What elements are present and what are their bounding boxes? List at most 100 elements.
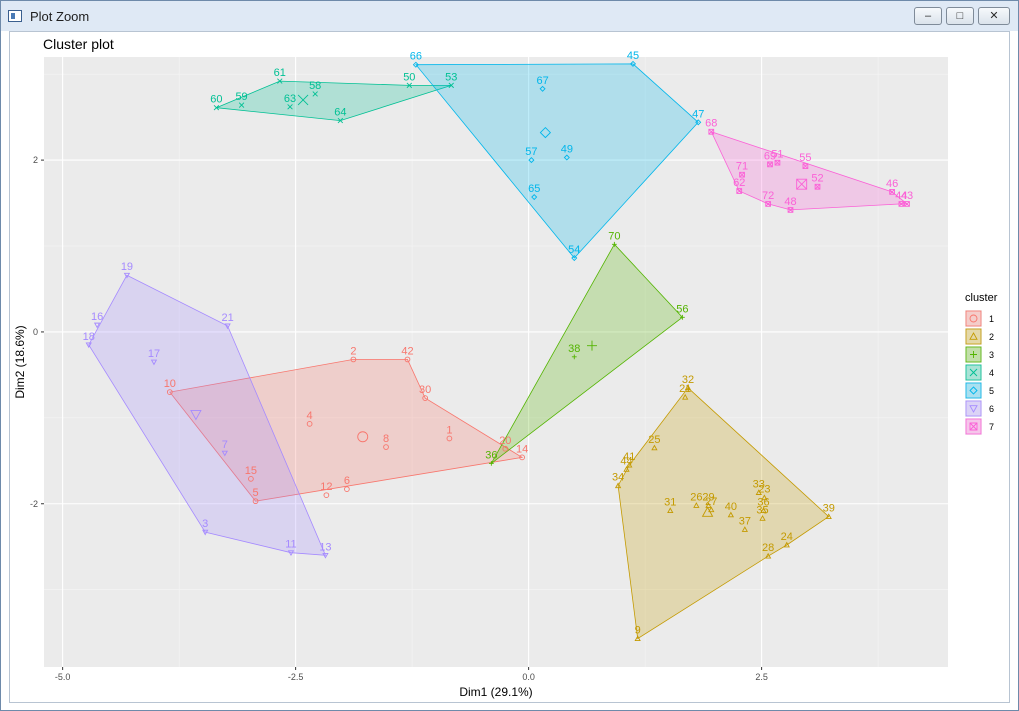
point-marker	[759, 515, 766, 521]
point-label: 61	[274, 67, 286, 79]
point-marker	[898, 201, 905, 207]
point-marker	[221, 450, 228, 457]
point-label: 37	[739, 516, 751, 528]
point-label: 45	[627, 50, 639, 62]
cluster-hull-6	[88, 274, 327, 556]
point-label: 65	[528, 183, 540, 195]
minimize-button[interactable]: –	[914, 7, 942, 25]
point-marker	[571, 255, 578, 262]
point-marker	[406, 82, 413, 89]
point-marker	[93, 322, 101, 329]
point-marker	[904, 201, 910, 207]
point-label: 32	[682, 374, 694, 386]
point-marker	[277, 78, 283, 84]
close-button[interactable]: ✕	[978, 7, 1010, 25]
legend-symbol	[969, 405, 978, 413]
legend-label: 1	[989, 314, 994, 324]
point-marker	[787, 207, 794, 213]
point-label: 72	[762, 190, 774, 202]
point-marker	[684, 384, 692, 391]
point-marker	[306, 421, 313, 427]
cluster-plot: Cluster plot 124568101214152030429212324…	[13, 36, 998, 699]
legend-item-6: 6	[965, 400, 994, 417]
legend-title: cluster	[965, 292, 998, 304]
point-label: 3	[202, 518, 208, 530]
legend-symbol	[969, 332, 978, 340]
point-marker	[528, 157, 535, 164]
title-bar[interactable]: Plot Zoom – □ ✕	[1, 1, 1018, 31]
point-marker	[739, 171, 745, 178]
legend-symbol	[969, 314, 978, 323]
point-label: 20	[499, 435, 511, 447]
legend-item-7: 7	[965, 418, 994, 435]
y-tick-label: -2	[30, 499, 38, 509]
point-label: 21	[221, 312, 233, 324]
point-marker	[404, 356, 411, 363]
x-axis-label: Dim1 (29.1%)	[459, 685, 532, 699]
point-marker	[761, 494, 768, 501]
point-marker	[539, 85, 546, 92]
legend-item-5: 5	[965, 382, 994, 399]
legend-symbol	[970, 351, 977, 358]
point-label: 58	[309, 80, 321, 92]
plot-panel	[44, 57, 948, 667]
point-label: 52	[811, 173, 823, 185]
point-marker	[614, 482, 622, 489]
point-marker	[202, 529, 209, 536]
x-tick-label: -5.0	[55, 672, 71, 682]
legend-key	[965, 310, 982, 327]
legend-label: 6	[989, 404, 994, 414]
point-label: 15	[245, 465, 257, 477]
point-marker	[667, 507, 674, 514]
cluster-hull-1	[169, 358, 524, 502]
maximize-button[interactable]: □	[946, 7, 974, 25]
point-marker	[238, 102, 245, 108]
legend-key	[965, 328, 982, 345]
point-marker	[563, 154, 570, 161]
legend-swatch	[965, 310, 982, 327]
cluster-group-3: 36 38 56 70	[485, 230, 689, 466]
cluster-group-6: 3 7 11 13 16 17 18 19 21	[83, 261, 332, 559]
point-label: 7	[222, 439, 228, 451]
point-label: 8	[383, 433, 389, 445]
point-label: 36	[485, 449, 497, 461]
point-marker	[825, 513, 832, 520]
chart-title: Cluster plot	[43, 36, 114, 52]
cluster-center-marker	[586, 340, 597, 351]
point-marker	[287, 550, 295, 557]
point-marker	[765, 201, 771, 207]
point-label: 71	[736, 161, 748, 173]
point-marker	[85, 342, 92, 349]
point-label: 11	[285, 539, 296, 551]
legend-item-1: 1	[965, 310, 994, 327]
point-label: 62	[733, 177, 745, 189]
point-label: 69	[764, 150, 776, 162]
point-marker	[623, 466, 630, 472]
cluster-hull-5	[415, 63, 699, 259]
point-label: 10	[164, 378, 176, 390]
point-marker	[350, 356, 357, 363]
point-label: 1	[446, 424, 452, 436]
point-label: 38	[568, 343, 580, 355]
cluster-center-marker	[190, 409, 202, 421]
point-label: 44	[895, 190, 907, 202]
point-label: 26	[690, 491, 702, 503]
y-axis-label: Dim2 (18.6%)	[13, 325, 27, 398]
legend-label: 2	[989, 332, 994, 342]
point-label: 2	[350, 345, 356, 357]
legend-swatch	[965, 382, 982, 399]
cluster-hull-3	[490, 243, 683, 464]
point-marker	[337, 117, 344, 124]
point-marker	[123, 272, 131, 279]
point-label: 9	[635, 625, 641, 637]
cluster-hulls	[88, 63, 909, 640]
point-label: 19	[121, 261, 133, 273]
point-marker	[213, 104, 220, 111]
legend-key	[965, 382, 982, 399]
point-marker	[727, 511, 735, 518]
point-label: 33	[753, 479, 765, 491]
point-marker	[150, 359, 158, 366]
